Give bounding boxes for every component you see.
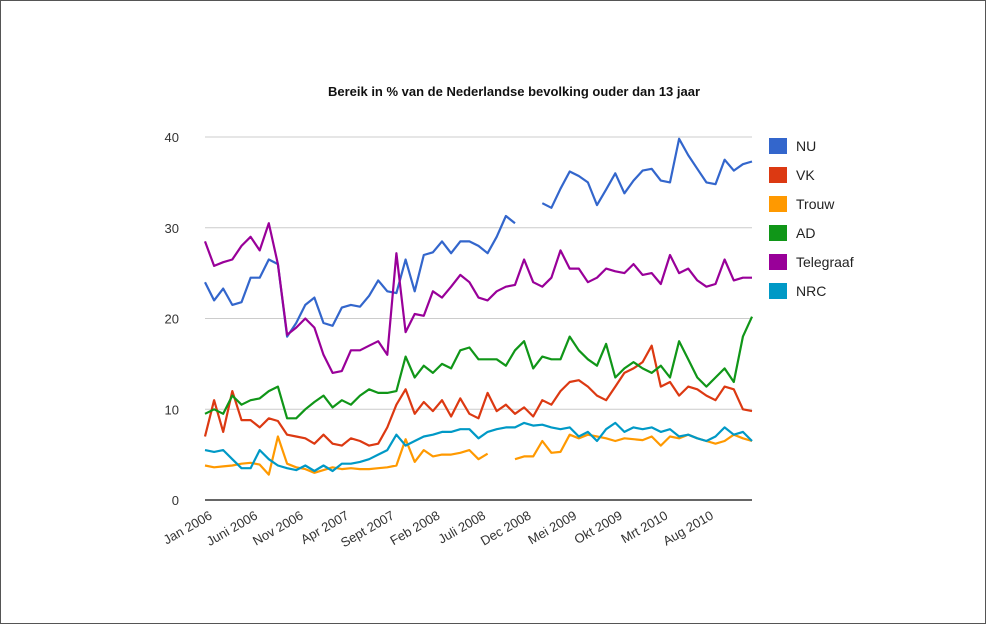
legend-swatch-ad [769, 225, 787, 241]
y-tick-label: 0 [172, 493, 179, 508]
y-tick-label: 10 [165, 402, 179, 417]
legend-swatch-trouw [769, 196, 787, 212]
x-tick-label: Nov 2006 [250, 508, 306, 549]
legend-swatch-nrc [769, 283, 787, 299]
legend-label-ad: AD [796, 225, 815, 241]
y-tick-label: 20 [165, 312, 179, 327]
legend-label-nrc: NRC [796, 283, 826, 299]
series-lines [203, 137, 754, 476]
x-tick-label: Feb 2008 [387, 508, 442, 548]
series-line-nu [204, 137, 753, 338]
x-tick-label: Okt 2009 [572, 508, 625, 547]
x-tick-label: Aug 2010 [660, 508, 716, 549]
series-line-vk [203, 344, 753, 447]
legend-swatch-vk [769, 167, 787, 183]
legend: NU VK Trouw AD Telegraaf NRC [769, 138, 854, 299]
legend-label-trouw: Trouw [796, 196, 835, 212]
y-tick-label: 30 [165, 221, 179, 236]
legend-swatch-telegraaf [769, 254, 787, 270]
series-line-telegraaf [203, 222, 752, 374]
x-tick-label: Mei 2009 [525, 508, 579, 548]
gridlines [205, 136, 752, 501]
legend-label-vk: VK [796, 167, 815, 183]
y-tick-label: 40 [165, 130, 179, 145]
legend-label-telegraaf: Telegraaf [796, 254, 854, 270]
series-line-ad [204, 316, 754, 420]
x-tick-label: Dec 2008 [478, 508, 534, 549]
y-tick-labels: 0 10 20 30 40 [165, 130, 179, 508]
chart-title: Bereik in % van de Nederlandse bevolking… [327, 84, 701, 99]
series-line-nrc [204, 421, 753, 473]
x-tick-label: Juni 2006 [204, 508, 260, 549]
legend-swatch-nu [769, 138, 787, 154]
legend-label-nu: NU [796, 138, 816, 154]
